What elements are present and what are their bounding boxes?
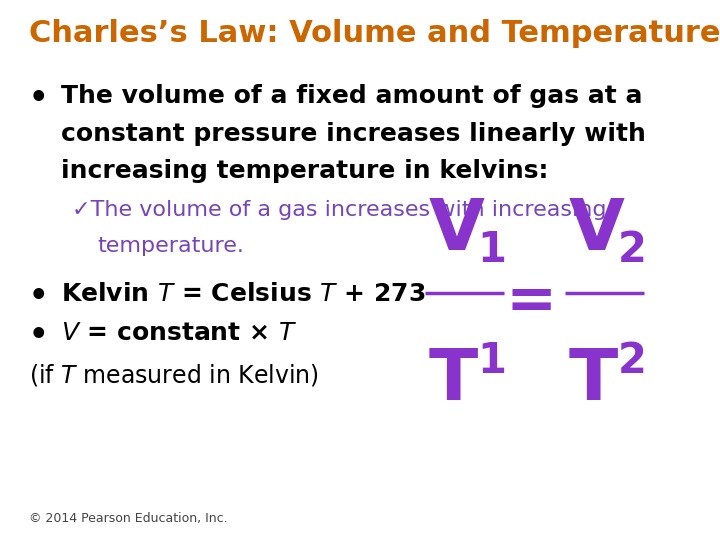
Text: =: = bbox=[505, 273, 557, 332]
Text: The volume of a fixed amount of gas at a: The volume of a fixed amount of gas at a bbox=[61, 84, 643, 107]
Text: $V$ = constant × $\mathit{T}$: $V$ = constant × $\mathit{T}$ bbox=[61, 321, 297, 345]
Text: Kelvin $\mathit{T}$ = Celsius $\mathit{T}$ + 273: Kelvin $\mathit{T}$ = Celsius $\mathit{T… bbox=[61, 282, 426, 306]
Text: V: V bbox=[428, 195, 485, 265]
Text: •: • bbox=[29, 321, 48, 350]
Text: temperature.: temperature. bbox=[97, 236, 244, 256]
Text: T: T bbox=[569, 346, 618, 415]
Text: 1: 1 bbox=[477, 340, 506, 382]
Text: ✓The volume of a gas increases with increasing: ✓The volume of a gas increases with incr… bbox=[72, 200, 606, 220]
Text: V: V bbox=[569, 195, 625, 265]
Text: •: • bbox=[29, 282, 48, 311]
Text: increasing temperature in kelvins:: increasing temperature in kelvins: bbox=[61, 159, 549, 183]
Text: © 2014 Pearson Education, Inc.: © 2014 Pearson Education, Inc. bbox=[29, 512, 228, 525]
Text: 1: 1 bbox=[477, 229, 506, 271]
Text: 2: 2 bbox=[618, 229, 647, 271]
Text: •: • bbox=[29, 84, 48, 113]
Text: (if $\mathit{T}$ measured in Kelvin): (if $\mathit{T}$ measured in Kelvin) bbox=[29, 362, 319, 388]
Text: constant pressure increases linearly with: constant pressure increases linearly wit… bbox=[61, 122, 646, 145]
Text: T: T bbox=[428, 346, 477, 415]
Text: Charles’s Law: Volume and Temperature: Charles’s Law: Volume and Temperature bbox=[29, 19, 720, 48]
Text: 2: 2 bbox=[618, 340, 647, 382]
